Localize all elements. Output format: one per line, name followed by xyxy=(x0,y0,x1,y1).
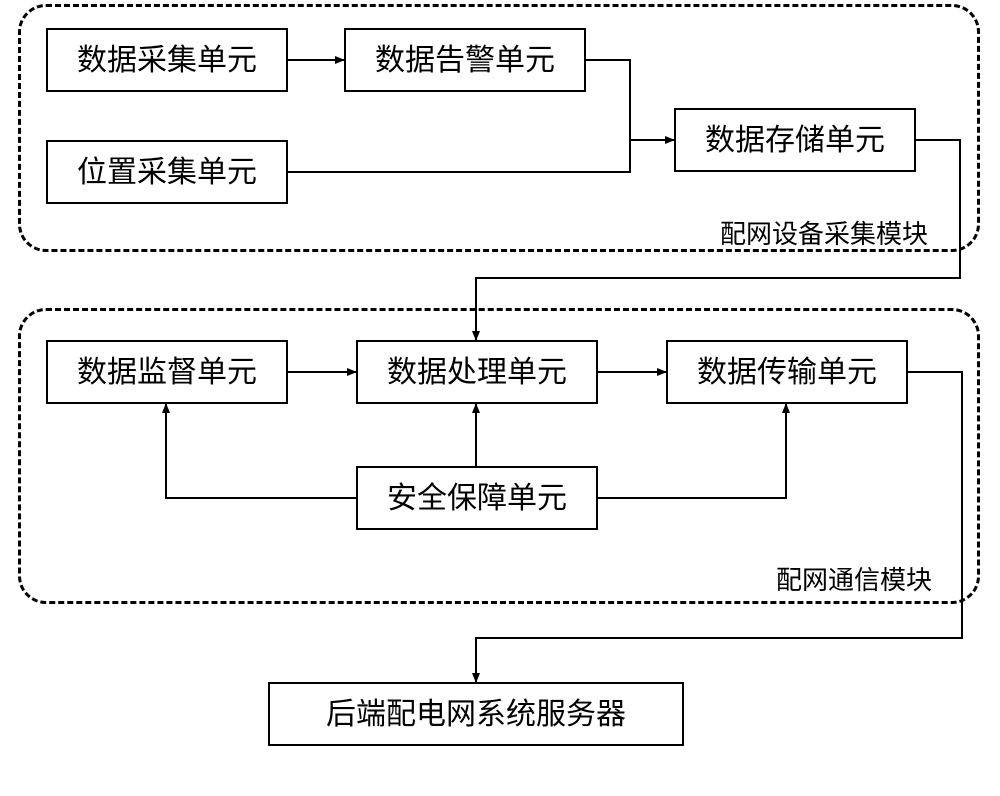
node-data-storage: 数据存储单元 xyxy=(674,108,916,172)
node-label: 安全保障单元 xyxy=(387,482,567,515)
node-label: 数据告警单元 xyxy=(375,44,555,77)
diagram-canvas: 配网设备采集模块 配网通信模块 数据采集单元 数据告警单元 数据存储单元 位置采… xyxy=(0,0,1000,796)
node-data-collect: 数据采集单元 xyxy=(46,28,288,92)
node-position-collect: 位置采集单元 xyxy=(46,140,288,204)
group-collect-module-label: 配网设备采集模块 xyxy=(720,214,928,251)
node-data-alarm: 数据告警单元 xyxy=(344,28,586,92)
node-label: 数据采集单元 xyxy=(77,44,257,77)
node-data-process: 数据处理单元 xyxy=(356,340,598,404)
node-label: 数据存储单元 xyxy=(705,124,885,157)
node-label: 数据传输单元 xyxy=(697,356,877,389)
node-label: 数据处理单元 xyxy=(387,356,567,389)
node-label: 数据监督单元 xyxy=(77,356,257,389)
node-security: 安全保障单元 xyxy=(356,466,598,530)
node-label: 位置采集单元 xyxy=(77,156,257,189)
node-data-transmit: 数据传输单元 xyxy=(666,340,908,404)
group-comm-module-label: 配网通信模块 xyxy=(776,560,932,597)
node-label: 后端配电网系统服务器 xyxy=(326,698,626,731)
node-data-monitor: 数据监督单元 xyxy=(46,340,288,404)
node-backend-server: 后端配电网系统服务器 xyxy=(268,682,684,746)
